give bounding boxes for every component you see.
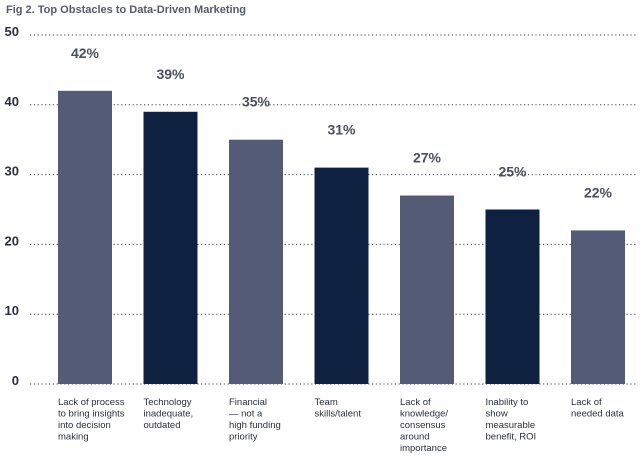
category-labels: Lack of process to bring insights into dec…: [58, 397, 625, 454]
x-category-label: Lack of process to bring insights into dec…: [58, 397, 125, 443]
data-label: 22%: [584, 184, 613, 200]
bar: [571, 230, 625, 384]
data-label: 39%: [156, 66, 185, 82]
bar: [229, 139, 283, 384]
data-label: 42%: [71, 45, 100, 61]
x-category-label: Lack of needed data: [571, 397, 625, 420]
chart-title: Fig 2. Top Obstacles to Data-Driven Mark…: [6, 4, 247, 16]
y-tick-label: 50: [5, 24, 19, 39]
y-axis-ticks: 0 10 20 30 40 50: [5, 24, 19, 388]
data-label: 25%: [498, 164, 527, 180]
bar: [58, 90, 112, 384]
data-label: 31%: [327, 122, 356, 138]
data-label: 35%: [242, 94, 271, 110]
y-tick-label: 40: [5, 94, 19, 109]
y-tick-label: 30: [5, 164, 19, 179]
bar: [400, 195, 454, 384]
y-tick-label: 20: [5, 233, 19, 248]
bar: [143, 111, 198, 384]
bar: [314, 167, 369, 384]
y-tick-label: 10: [5, 303, 19, 318]
bars: [58, 90, 625, 384]
x-category-label: Lack of knowledge/consensus around importan…: [400, 397, 448, 454]
y-tick-label: 0: [12, 373, 19, 388]
bar: [485, 209, 540, 384]
x-category-label: Inability to show measurable benefit, ROI: [486, 397, 537, 443]
x-category-label: Financial — not a high funding priority: [229, 397, 281, 443]
data-labels: 42% 39% 35% 31% 27% 25% 22%: [71, 45, 613, 201]
data-label: 27%: [413, 150, 442, 166]
x-category-label: Team skills/talent: [315, 397, 362, 420]
x-category-label: Technology inadequate, outdated: [144, 397, 194, 431]
